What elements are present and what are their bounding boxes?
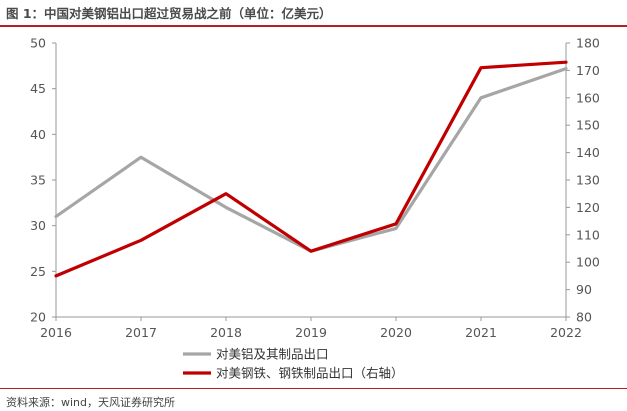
series-line-aluminum [54,66,568,253]
right-tick-label: 130 [576,173,600,188]
left-tick-label: 20 [30,310,46,325]
source-divider [0,388,627,389]
title-divider [0,25,627,27]
x-tick-label: 2016 [40,325,72,340]
x-tick-label: 2020 [380,325,412,340]
legend-label: 对美铝及其制品出口 [216,347,329,362]
right-tick-label: 110 [576,227,600,242]
series-lines [54,60,568,278]
source-note: 资料来源：wind，天风证券研究所 [6,396,176,409]
series-line-steel [54,60,568,278]
left-tick-label: 30 [30,218,46,233]
x-tick-label: 2017 [125,325,157,340]
right-tick-label: 170 [576,63,600,78]
x-tick-label: 2021 [465,325,497,340]
right-tick-label: 180 [576,36,600,51]
x-axis-ticks: 2016 2017 2018 2019 2020 2021 2022 [40,317,582,340]
left-tick-label: 50 [30,36,46,51]
left-tick-label: 35 [30,173,46,188]
chart-title: 图 1：中国对美钢铝出口超过贸易战之前（单位：亿美元） [6,6,332,21]
right-tick-label: 100 [576,255,600,270]
left-tick-label: 45 [30,81,46,96]
x-tick-label: 2019 [295,325,327,340]
x-tick-label: 2018 [210,325,242,340]
left-axis-ticks: 20 25 30 35 40 45 50 [30,36,56,325]
right-tick-label: 140 [576,145,600,160]
right-tick-label: 160 [576,90,600,105]
right-axis-ticks: 80 90 100 110 120 130 140 150 160 170 180 [566,36,600,325]
right-tick-label: 120 [576,200,600,215]
right-tick-label: 150 [576,118,600,133]
x-tick-label: 2022 [550,325,582,340]
right-tick-label: 90 [576,282,592,297]
left-tick-label: 40 [30,127,46,142]
right-tick-label: 80 [576,310,592,325]
legend-label: 对美钢铁、钢铁制品出口（右轴） [216,366,404,381]
left-tick-label: 25 [30,264,46,279]
